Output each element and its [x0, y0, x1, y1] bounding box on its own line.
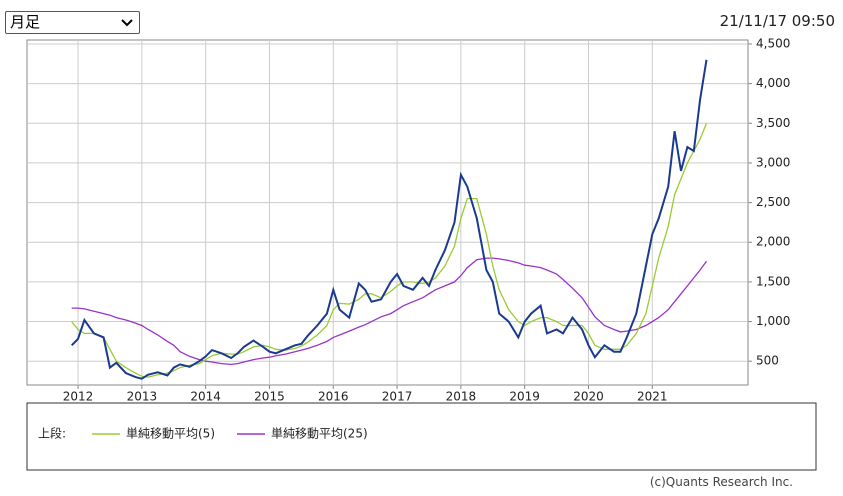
y-tick-label: 500: [756, 354, 779, 368]
x-tick-label: 2017: [382, 390, 413, 404]
legend-box: [26, 402, 817, 471]
x-tick-label: 2020: [573, 390, 604, 404]
legend-label: 単純移動平均(25): [271, 427, 368, 441]
y-tick-label: 2,500: [756, 195, 790, 209]
y-tick-label: 1,500: [756, 274, 790, 288]
x-tick-label: 2014: [190, 390, 221, 404]
series-line: [70, 59, 708, 380]
timestamp: 21/11/17 09:50: [719, 12, 835, 30]
x-tick-label: 2012: [63, 390, 94, 404]
x-tick-label: 2013: [127, 390, 158, 404]
x-tick-label: 2015: [254, 390, 285, 404]
x-tick-label: 2018: [446, 390, 477, 404]
x-tick-label: 2019: [509, 390, 540, 404]
x-tick-label: 2021: [637, 390, 668, 404]
legend-label: 単純移動平均(5): [126, 427, 215, 441]
chevron: [121, 19, 133, 27]
period-select[interactable]: 月足: [5, 11, 140, 34]
y-tick-label: 4,500: [756, 36, 790, 50]
footer: (c)Quants Research Inc.: [649, 475, 793, 489]
y-tick-label: 3,500: [756, 116, 790, 130]
series-line: [71, 257, 708, 366]
x-tick-label: 2016: [318, 390, 349, 404]
y-tick-label: 3,000: [756, 155, 790, 169]
plot-area: [26, 39, 749, 386]
y-tick-label: 4,000: [756, 76, 790, 90]
y-tick-label: 2,000: [756, 235, 790, 249]
legend-title: 上段:: [38, 426, 66, 441]
y-tick-label: 1,000: [756, 314, 790, 328]
period-text: 月足: [10, 13, 41, 31]
